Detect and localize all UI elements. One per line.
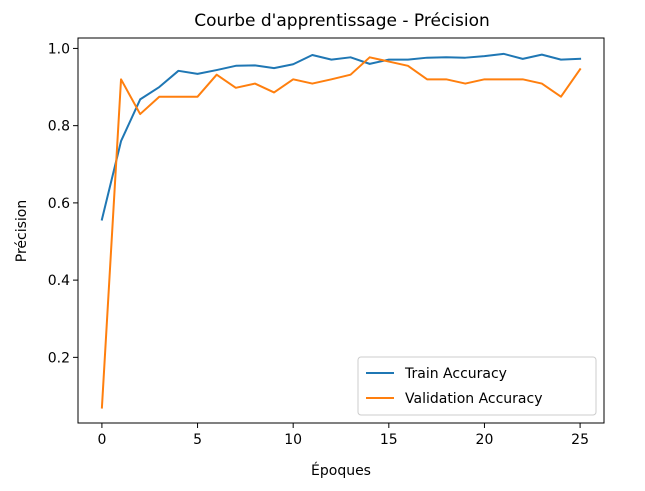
legend: Train Accuracy Validation Accuracy [357, 356, 597, 416]
legend-box [357, 356, 597, 416]
y-tick-label: 0.2 [48, 350, 70, 366]
x-tick-label: 15 [380, 432, 398, 448]
series-lines [100, 52, 582, 409]
y-tick-label: 1.0 [48, 41, 70, 57]
x-axis-label: Époques [311, 462, 371, 479]
x-tick-label: 0 [97, 432, 106, 448]
y-tick-label: 0.8 [48, 119, 70, 135]
x-tick-label: 20 [476, 432, 494, 448]
x-tick-label: 10 [284, 432, 302, 448]
chart-title: Courbe d'apprentissage - Précision [194, 11, 490, 31]
series-line-train-accuracy [100, 52, 582, 221]
series-line-validation-accuracy [100, 56, 582, 409]
y-tick-label: 0.6 [48, 196, 70, 212]
x-tick-label: 25 [571, 432, 589, 448]
y-axis-label: Précision [14, 200, 30, 262]
x-tick-label: 5 [193, 432, 202, 448]
y-axis: 0.2 0.4 0.6 0.8 1.0 [48, 41, 78, 366]
y-tick-label: 0.4 [48, 273, 70, 289]
plot-frame [77, 37, 605, 424]
legend-label: Train Accuracy [404, 366, 507, 382]
x-axis: 0 5 10 15 20 25 [97, 423, 589, 448]
legend-label: Validation Accuracy [405, 391, 543, 407]
